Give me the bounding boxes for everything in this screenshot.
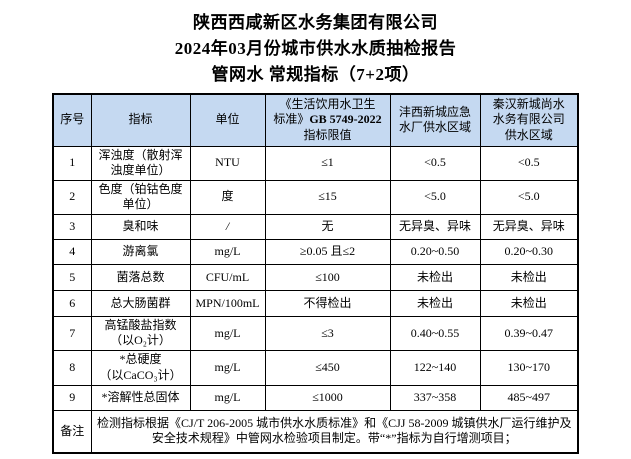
header-row: 序号 指标 单位 《生活饮用水卫生 标准》GB 5749-2022 指标限值 沣西新… — [52, 93, 579, 147]
cell-qinhan-value: 0.39~0.47 — [479, 315, 579, 352]
cell-indicator: 高锰酸盐指数 （以O₂计） — [90, 315, 191, 352]
cell-no: 8 — [52, 350, 92, 387]
header-no: 序号 — [52, 93, 92, 147]
cell-limit: ≤100 — [264, 263, 391, 291]
cell-qinhan-value: 0.20~0.30 — [479, 238, 579, 265]
water-quality-table: 序号 指标 单位 《生活饮用水卫生 标准》GB 5749-2022 指标限值 沣西新… — [52, 93, 579, 454]
cell-unit: mg/L — [189, 238, 266, 265]
cell-limit: 无 — [264, 213, 391, 240]
cell-no: 4 — [52, 238, 92, 265]
table-row: 8 *总硬度 （以CaCO₃计） mg/L ≤450 122~140 130~1… — [52, 350, 579, 387]
cell-unit: mg/L — [189, 315, 266, 352]
cell-indicator: *总硬度 （以CaCO₃计） — [90, 350, 191, 387]
standard-line2: 标准》 — [273, 112, 310, 127]
standard-line1: 《生活饮用水卫生 — [279, 96, 376, 111]
table-row: 6 总大肠菌群 MPN/100mL 不得检出 未检出 未检出 — [52, 289, 579, 317]
header-standard-limit: 《生活饮用水卫生 标准》GB 5749-2022 指标限值 — [264, 93, 391, 147]
cell-fengxi-value: 未检出 — [389, 263, 481, 291]
table-row: 7 高锰酸盐指数 （以O₂计） mg/L ≤3 0.40~0.55 0.39~0… — [52, 315, 579, 352]
cell-fengxi-value: 0.20~0.50 — [389, 238, 481, 265]
table-row: 9 *溶解性总固体 mg/L ≤1000 337~358 485~497 — [52, 385, 579, 412]
cell-indicator: 菌落总数 — [90, 263, 191, 291]
report-subtitle: 管网水 常规指标（7+2项） — [211, 65, 420, 84]
cell-qinhan-value: 未检出 — [479, 289, 579, 317]
table-row: 3 臭和味 / 无 无异臭、异味 无异臭、异味 — [52, 213, 579, 240]
cell-unit: MPN/100mL — [189, 289, 266, 317]
standard-gb-code: GB 5749-2022 — [309, 112, 382, 127]
cell-limit: ≤1000 — [264, 385, 391, 412]
header-qinhan-region: 秦汉新城尚水 水务有限公司 供水区域 — [479, 93, 579, 147]
standard-line3: 指标限值 — [303, 128, 352, 143]
cell-fengxi-value: 0.40~0.55 — [389, 315, 481, 352]
cell-fengxi-value: 未检出 — [389, 289, 481, 317]
cell-no: 3 — [52, 213, 92, 240]
cell-limit: ≤3 — [264, 315, 391, 352]
cell-qinhan-value: 无异臭、异味 — [479, 213, 579, 240]
cell-qinhan-value: <0.5 — [479, 145, 579, 181]
report-title-block: 陕西西咸新区水务集团有限公司 2024年03月份城市供水水质抽检报告 管网水 常… — [0, 0, 631, 88]
cell-fengxi-value: 无异臭、异味 — [389, 213, 481, 240]
report-title: 2024年03月份城市供水水质抽检报告 — [174, 39, 457, 58]
cell-indicator: 色度（铂钴色度 单位） — [90, 179, 191, 215]
cell-unit: 度 — [189, 179, 266, 215]
cell-qinhan-value: 未检出 — [479, 263, 579, 291]
cell-no: 9 — [52, 385, 92, 412]
table-row: 5 菌落总数 CFU/mL ≤100 未检出 未检出 — [52, 263, 579, 291]
cell-qinhan-value: <5.0 — [479, 179, 579, 215]
cell-fengxi-value: 122~140 — [389, 350, 481, 387]
cell-no: 5 — [52, 263, 92, 291]
cell-no: 7 — [52, 315, 92, 352]
cell-indicator: 浑浊度（散射浑 浊度单位） — [90, 145, 191, 181]
remark-row: 备注 检测指标根据《CJ/T 206-2005 城市供水水质标准》和《CJJ 5… — [52, 410, 579, 454]
header-fengxi-region: 沣西新城应急 水厂供水区域 — [389, 93, 481, 147]
company-name: 陕西西咸新区水务集团有限公司 — [193, 13, 438, 32]
cell-fengxi-value: 337~358 — [389, 385, 481, 412]
cell-indicator: *溶解性总固体 — [90, 385, 191, 412]
remark-text: 检测指标根据《CJ/T 206-2005 城市供水水质标准》和《CJJ 58-2… — [90, 410, 579, 454]
table-row: 1 浑浊度（散射浑 浊度单位） NTU ≤1 <0.5 <0.5 — [52, 145, 579, 181]
header-unit: 单位 — [189, 93, 266, 147]
cell-no: 6 — [52, 289, 92, 317]
cell-qinhan-value: 485~497 — [479, 385, 579, 412]
cell-no: 2 — [52, 179, 92, 215]
remark-label: 备注 — [52, 410, 92, 454]
cell-limit: ≤450 — [264, 350, 391, 387]
cell-indicator: 游离氯 — [90, 238, 191, 265]
cell-unit: mg/L — [189, 385, 266, 412]
cell-indicator: 总大肠菌群 — [90, 289, 191, 317]
table-row: 2 色度（铂钴色度 单位） 度 ≤15 <5.0 <5.0 — [52, 179, 579, 215]
cell-no: 1 — [52, 145, 92, 181]
table-row: 4 游离氯 mg/L ≥0.05 且≤2 0.20~0.50 0.20~0.30 — [52, 238, 579, 265]
cell-unit: NTU — [189, 145, 266, 181]
header-indicator: 指标 — [90, 93, 191, 147]
cell-limit: ≤1 — [264, 145, 391, 181]
cell-fengxi-value: <0.5 — [389, 145, 481, 181]
cell-unit: CFU/mL — [189, 263, 266, 291]
cell-unit: / — [189, 213, 266, 240]
cell-fengxi-value: <5.0 — [389, 179, 481, 215]
cell-limit: 不得检出 — [264, 289, 391, 317]
cell-qinhan-value: 130~170 — [479, 350, 579, 387]
cell-limit: ≥0.05 且≤2 — [264, 238, 391, 265]
cell-unit: mg/L — [189, 350, 266, 387]
cell-indicator: 臭和味 — [90, 213, 191, 240]
cell-limit: ≤15 — [264, 179, 391, 215]
